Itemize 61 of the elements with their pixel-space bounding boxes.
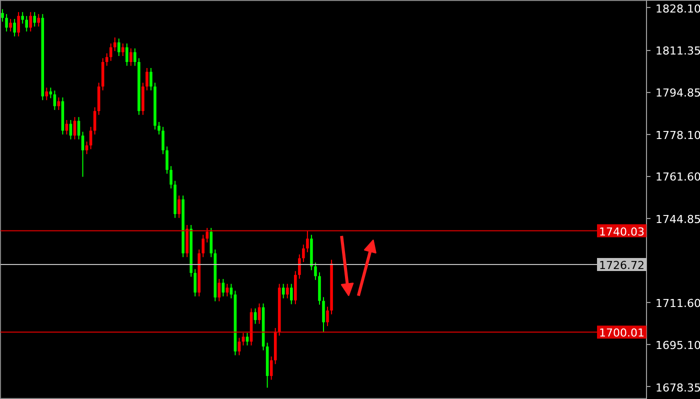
candlestick bbox=[1, 8, 4, 22]
candlestick bbox=[17, 12, 20, 37]
y-tick-label: 1744.85 bbox=[656, 213, 700, 226]
candlestick bbox=[37, 14, 40, 28]
candlestick bbox=[246, 332, 249, 346]
candlestick bbox=[21, 12, 24, 24]
candlestick bbox=[85, 141, 88, 155]
y-tick-label: 1811.35 bbox=[656, 44, 700, 58]
candlestick bbox=[306, 230, 309, 253]
candlestick bbox=[9, 18, 12, 32]
candlestick bbox=[206, 227, 209, 243]
candlestick bbox=[194, 268, 197, 297]
candlestick bbox=[125, 42, 128, 66]
candlestick bbox=[146, 68, 148, 91]
candlestick bbox=[113, 36, 116, 52]
candlestick bbox=[230, 283, 233, 299]
candlestick bbox=[89, 126, 92, 150]
candlestick bbox=[29, 12, 32, 32]
candlestick bbox=[210, 227, 213, 258]
candlestick bbox=[25, 16, 28, 32]
candlestick bbox=[242, 332, 245, 346]
candlestick bbox=[290, 283, 293, 305]
candlestick bbox=[45, 87, 48, 101]
candlestick bbox=[130, 48, 132, 66]
candlestick bbox=[226, 283, 229, 297]
candlestick bbox=[326, 306, 329, 327]
candlestick bbox=[150, 68, 152, 91]
y-tick-label: 1828.10 bbox=[656, 2, 700, 16]
ref-line-label: 1700.01 bbox=[599, 326, 645, 340]
candlestick bbox=[121, 42, 124, 56]
ref-line-label: 1726.72 bbox=[599, 258, 645, 272]
candlestick bbox=[5, 14, 8, 32]
y-tick-label: 1695.10 bbox=[656, 338, 700, 352]
candlestick bbox=[13, 18, 16, 37]
candlestick bbox=[33, 12, 36, 28]
candlestick bbox=[81, 131, 84, 178]
y-tick-label: 1778.10 bbox=[656, 128, 700, 142]
candlestick bbox=[166, 146, 168, 174]
candlestick bbox=[282, 283, 285, 299]
candlestick bbox=[254, 308, 257, 324]
candlestick bbox=[202, 234, 205, 258]
candlestick bbox=[158, 121, 160, 135]
candlestick bbox=[117, 38, 120, 56]
candlestick bbox=[57, 96, 60, 110]
candlestick bbox=[134, 48, 136, 66]
y-tick-label: 1711.60 bbox=[656, 297, 700, 310]
candlestick bbox=[302, 244, 305, 263]
y-tick-label: 1794.85 bbox=[656, 86, 700, 100]
candlestick bbox=[178, 195, 180, 218]
candlestick bbox=[170, 166, 172, 189]
candlestick bbox=[286, 283, 289, 299]
candlestick bbox=[49, 87, 52, 99]
ref-line-label: 1740.03 bbox=[599, 225, 645, 238]
candlestick bbox=[238, 337, 241, 356]
candlestick bbox=[105, 52, 108, 66]
candlestick bbox=[162, 126, 164, 155]
candlestick bbox=[298, 254, 301, 280]
y-tick-label: 1678.35 bbox=[656, 381, 700, 394]
y-tick-label: 1761.60 bbox=[656, 170, 700, 184]
candlestick bbox=[314, 262, 317, 280]
candlestick bbox=[322, 296, 325, 333]
